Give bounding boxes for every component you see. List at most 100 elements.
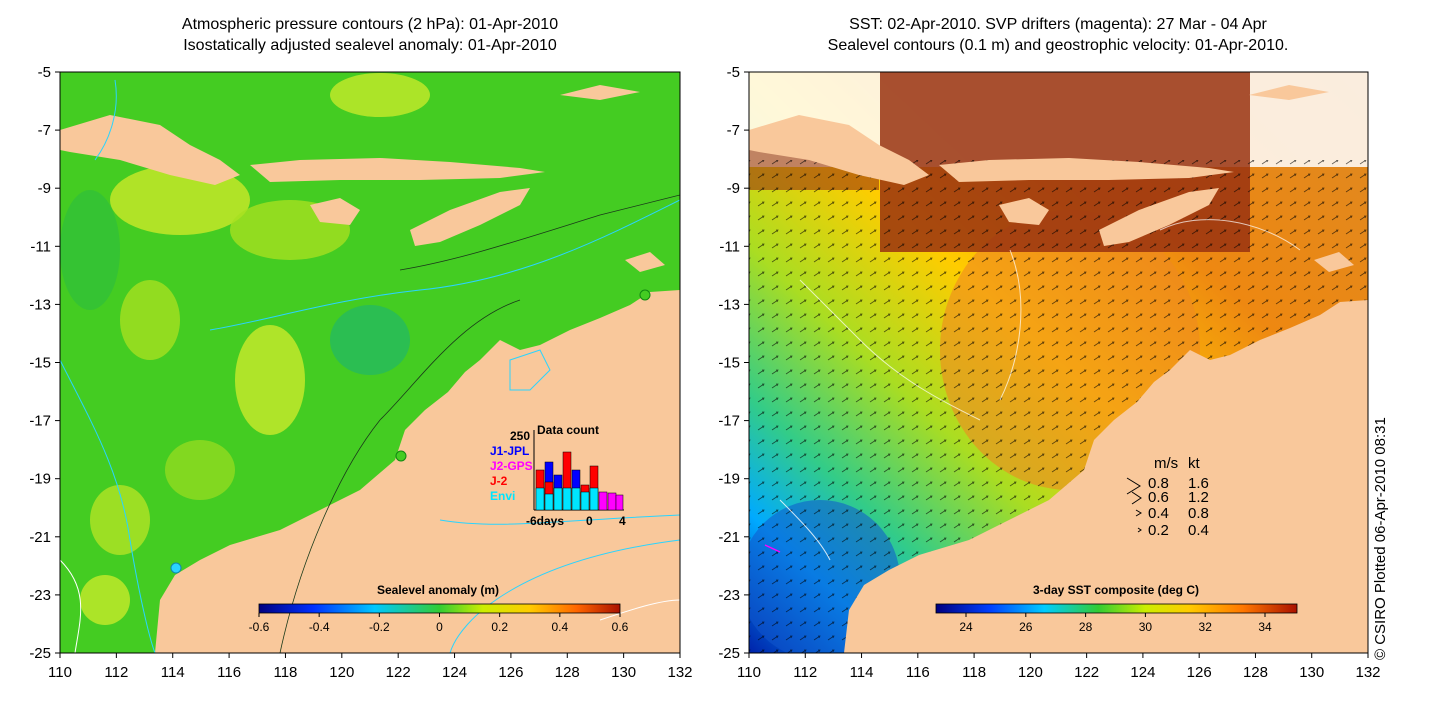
- svp-drifter-track: [764, 544, 781, 553]
- velocity-legend-kt-header: kt: [1188, 455, 1201, 472]
- legend-j1-jpl: J1-JPL: [490, 444, 529, 458]
- velocity-legend: m/s kt 0.8 1.6 0.6 1.2 0.4 0.8 0.2 0.4: [1126, 455, 1209, 539]
- left-x-tick-label: 122: [386, 664, 411, 681]
- sst-colorbar-title: 3-day SST composite (deg C): [1033, 583, 1199, 597]
- left-y-tick-label: -23: [29, 587, 51, 604]
- sst-colorbar-tick: 28: [1079, 620, 1093, 634]
- right-x-tick-label: 124: [1130, 664, 1155, 681]
- island-chain: [250, 158, 545, 182]
- left-x-tick-label: 112: [104, 664, 128, 681]
- left-x-tick-label: 130: [611, 664, 636, 681]
- sst-colorbar: 3-day SST composite (deg C) 24 26 28 30 32 34: [935, 583, 1298, 634]
- australia-land-right: [844, 300, 1368, 653]
- left-x-tick-label: 124: [442, 664, 467, 681]
- velocity-legend-ms-header: m/s: [1154, 455, 1178, 472]
- right-x-tick-label: 130: [1299, 664, 1324, 681]
- left-x-tick-label: 110: [48, 664, 72, 681]
- left-x-axis: 110 112 114 116 118 120 122 124 126 128 130 132: [48, 653, 693, 681]
- sealevel-colorbar: Sealevel anomaly (m) -0.6 -0.4 -0.2 0 0.2 0.4…: [249, 583, 629, 634]
- right-title-line1: SST: 02-Apr-2010. SVP drifters (magenta)…: [849, 16, 1267, 33]
- velocity-legend-row4-ms: 0.2: [1148, 522, 1169, 539]
- legend-j2-gps: J2-GPS: [490, 459, 533, 473]
- sealevel-colorbar-tick: -0.6: [249, 620, 270, 634]
- sealevel-colorbar-tick: -0.4: [309, 620, 330, 634]
- velocity-legend-row2-ms: 0.6: [1148, 489, 1169, 506]
- left-y-tick-label: -19: [29, 471, 51, 488]
- left-y-tick-label: -5: [38, 64, 51, 81]
- velocity-legend-row3-kt: 0.8: [1188, 505, 1209, 522]
- sealevel-colorbar-title: Sealevel anomaly (m): [377, 583, 499, 597]
- velocity-legend-row3-ms: 0.4: [1148, 505, 1169, 522]
- right-panel-title: SST: 02-Apr-2010. SVP drifters (magenta)…: [748, 14, 1368, 56]
- right-x-tick-label: 112: [793, 664, 817, 681]
- right-x-tick-label: 110: [737, 664, 761, 681]
- right-x-tick-label: 132: [1355, 664, 1380, 681]
- left-y-tick-label: -15: [29, 355, 51, 372]
- sealevel-anomaly-map: -5 -7 -9 -11 -13 -15 -17 -19 -21 -23 -25 110 112 114…: [29, 64, 693, 681]
- right-x-axis: 110 112 114 116 118 120 122 124 126 128 130 132: [737, 653, 1381, 681]
- velocity-legend-row1-ms: 0.8: [1148, 475, 1169, 492]
- data-count-max: 250: [510, 429, 530, 443]
- left-y-tick-label: -21: [29, 529, 51, 546]
- right-x-tick-label: 114: [850, 664, 874, 681]
- right-x-tick-label: 128: [1243, 664, 1268, 681]
- right-y-tick-label: -23: [718, 587, 740, 604]
- left-y-tick-label: -9: [38, 180, 51, 197]
- right-x-tick-label: 122: [1074, 664, 1099, 681]
- right-y-tick-label: -13: [718, 296, 740, 313]
- data-count-x-end: 4: [619, 514, 626, 528]
- data-count-x-start: -6days: [526, 514, 564, 528]
- sst-colorbar-tick: 26: [1019, 620, 1033, 634]
- left-x-tick-label: 128: [555, 664, 580, 681]
- sealevel-colorbar-tick: -0.2: [369, 620, 390, 634]
- right-y-tick-label: -5: [727, 64, 740, 81]
- right-x-tick-label: 118: [962, 664, 986, 681]
- velocity-legend-row4-kt: 0.4: [1188, 522, 1209, 539]
- plotted-timestamp: © CSIRO Plotted 06-Apr-2010 08:31: [1372, 417, 1389, 660]
- left-y-tick-label: -25: [29, 645, 51, 662]
- left-y-tick-label: -17: [29, 413, 51, 430]
- right-y-axis: -5 -7 -9 -11 -13 -15 -17 -19 -21 -23 -25: [718, 64, 749, 662]
- australia-land: [155, 290, 680, 653]
- sealevel-colorbar-tick: 0.6: [612, 620, 629, 634]
- left-title-line2: Isostatically adjusted sealevel anomaly:…: [183, 37, 557, 54]
- right-title-line2: Sealevel contours (0.1 m) and geostrophi…: [827, 37, 1289, 54]
- right-x-tick-label: 120: [1018, 664, 1043, 681]
- right-y-tick-label: -25: [718, 645, 740, 662]
- left-title-line1: Atmospheric pressure contours (2 hPa): 0…: [181, 16, 559, 33]
- right-y-tick-label: -11: [719, 238, 740, 255]
- right-y-tick-label: -21: [718, 529, 740, 546]
- sealevel-colorbar-tick: 0: [436, 620, 443, 634]
- right-y-tick-label: -7: [727, 122, 740, 139]
- left-panel-title: Atmospheric pressure contours (2 hPa): 0…: [60, 14, 680, 56]
- island-north: [560, 85, 640, 100]
- left-x-tick-label: 116: [217, 664, 241, 681]
- left-y-tick-label: -13: [29, 296, 51, 313]
- left-y-tick-label: -11: [30, 238, 51, 255]
- island-timor: [410, 188, 530, 246]
- data-count-inset: 250 Data count J1-JPL J2-GPS J-2 Envi -6…: [490, 423, 626, 528]
- sst-colorbar-tick: 32: [1199, 620, 1213, 634]
- sealevel-colorbar-tick: 0.2: [491, 620, 508, 634]
- right-y-tick-label: -17: [718, 413, 740, 430]
- velocity-legend-row2-kt: 1.2: [1188, 489, 1209, 506]
- right-y-tick-label: -9: [727, 180, 740, 197]
- sst-colorbar-tick: 30: [1139, 620, 1153, 634]
- sst-colorbar-tick: 34: [1258, 620, 1272, 634]
- left-x-tick-label: 132: [667, 664, 692, 681]
- data-count-title: Data count: [537, 423, 599, 437]
- left-x-tick-label: 114: [161, 664, 185, 681]
- left-x-tick-label: 126: [498, 664, 523, 681]
- right-x-tick-label: 126: [1187, 664, 1212, 681]
- right-y-tick-label: -15: [718, 355, 740, 372]
- left-y-tick-label: -7: [38, 122, 51, 139]
- right-x-tick-label: 116: [906, 664, 930, 681]
- left-x-tick-label: 120: [329, 664, 354, 681]
- left-x-tick-label: 118: [273, 664, 297, 681]
- island-east: [625, 252, 665, 272]
- data-count-x-zero: 0: [586, 514, 593, 528]
- left-y-axis: -5 -7 -9 -11 -13 -15 -17 -19 -21 -23 -25: [29, 64, 60, 662]
- legend-envi: Envi: [490, 489, 515, 503]
- velocity-legend-row1-kt: 1.6: [1188, 475, 1209, 492]
